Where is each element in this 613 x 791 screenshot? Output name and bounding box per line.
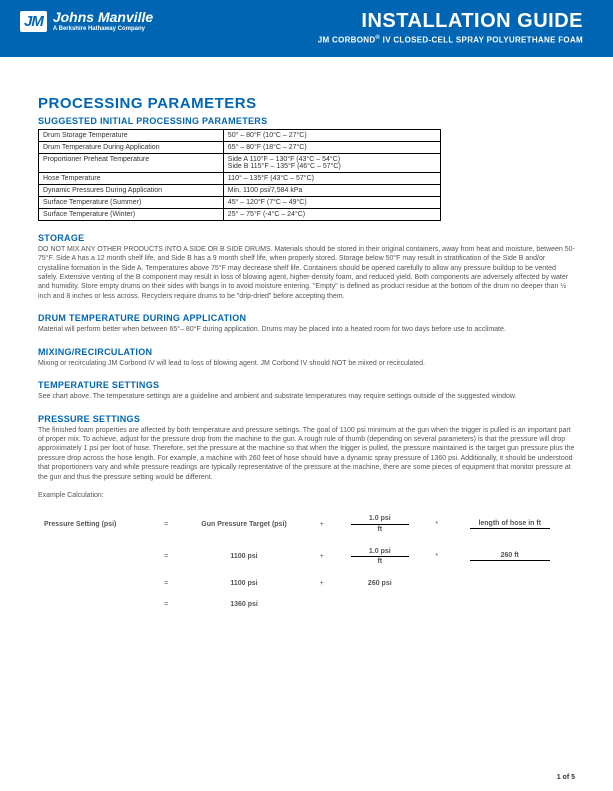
frac-bot: ft <box>351 557 409 566</box>
calc-table: Pressure Setting (psi) = Gun Pressure Ta… <box>38 507 575 616</box>
table-row: Dynamic Pressures During ApplicationMin.… <box>39 184 441 196</box>
param-label: Proportioner Preheat Temperature <box>39 153 224 172</box>
content: PROCESSING PARAMETERS SUGGESTED INITIAL … <box>0 57 613 616</box>
param-value: 50° – 80°F (10°C – 27°C) <box>223 129 440 141</box>
storage-body: DO NOT MIX ANY OTHER PRODUCTS INTO A SID… <box>38 245 575 302</box>
eq-sign: = <box>157 509 174 539</box>
pressure-body: The finished foam properties are affecte… <box>38 426 575 483</box>
company-name: Johns Manville <box>53 10 153 24</box>
lhs-label: Pressure Setting (psi) <box>40 509 155 539</box>
table-row: Hose Temperature110° – 135°F (43°C – 57°… <box>39 172 441 184</box>
table-heading: SUGGESTED INITIAL PROCESSING PARAMETERS <box>38 116 575 126</box>
frac-top: 1.0 psi <box>351 515 409 525</box>
main-heading: PROCESSING PARAMETERS <box>38 95 575 112</box>
param-label: Hose Temperature <box>39 172 224 184</box>
frac-bot: ft <box>351 525 409 534</box>
product-prefix: JM CORBOND <box>318 36 376 45</box>
eq-sign: = <box>157 542 174 572</box>
table-row: Surface Temperature (Winter)25° – 75°F (… <box>39 208 441 220</box>
example-label: Example Calculation: <box>38 492 575 499</box>
param-label: Drum Storage Temperature <box>39 129 224 141</box>
param-value: Min. 1100 psi/7,584 kPa <box>223 184 440 196</box>
calc-row-values: = 1100 psi + 1.0 psi ft * 260 ft <box>40 542 573 572</box>
gun-label: Gun Pressure Target (psi) <box>177 509 311 539</box>
table-row: Drum Storage Temperature50° – 80°F (10°C… <box>39 129 441 141</box>
fraction: 1.0 psi ft <box>333 542 428 572</box>
eq-sign: = <box>157 595 174 614</box>
plus-sign: + <box>313 509 330 539</box>
eq-sign: = <box>157 574 174 593</box>
gun-value: 1100 psi <box>177 542 311 572</box>
table-row: Surface Temperature (Summer)45° – 120°F … <box>39 196 441 208</box>
param-label: Surface Temperature (Summer) <box>39 196 224 208</box>
product-suffix: IV CLOSED-CELL SPRAY POLYURETHANE FOAM <box>380 36 583 45</box>
table-row: Drum Temperature During Application65° –… <box>39 141 441 153</box>
param-label: Dynamic Pressures During Application <box>39 184 224 196</box>
param-value: 65° – 80°F (18°C – 27°C) <box>223 141 440 153</box>
param-value: 45° – 120°F (7°C – 49°C) <box>223 196 440 208</box>
logo-block: JM Johns Manville A Berkshire Hathaway C… <box>20 10 153 32</box>
product-line: JM CORBOND® IV CLOSED-CELL SPRAY POLYURE… <box>318 35 583 45</box>
company-tagline: A Berkshire Hathaway Company <box>53 26 153 32</box>
plus-sign: + <box>313 574 330 593</box>
table-row: Proportioner Preheat TemperatureSide A 1… <box>39 153 441 172</box>
param-value: 110° – 135°F (43°C – 57°C) <box>223 172 440 184</box>
tempset-body: See chart above. The temperature setting… <box>38 392 575 401</box>
times-sign: * <box>429 542 444 572</box>
result-value: 1360 psi <box>177 595 311 614</box>
drumtemp-body: Material will perform better when betwee… <box>38 325 575 334</box>
mixing-body: Mixing or recirculating JM Corbond IV wi… <box>38 359 575 368</box>
frac-top: 1.0 psi <box>351 548 409 558</box>
logo-text: Johns Manville A Berkshire Hathaway Comp… <box>53 10 153 32</box>
hose-label: length of hose in ft <box>447 509 574 539</box>
hose-value: 260 ft <box>447 542 574 572</box>
calc-row-result: = 1360 psi <box>40 595 573 614</box>
guide-title: INSTALLATION GUIDE <box>318 10 583 33</box>
tempset-heading: TEMPERATURE SETTINGS <box>38 380 575 390</box>
page-footer: 1 of 5 <box>557 774 575 781</box>
params-table: Drum Storage Temperature50° – 80°F (10°C… <box>38 129 441 221</box>
param-label: Drum Temperature During Application <box>39 141 224 153</box>
storage-heading: STORAGE <box>38 233 575 243</box>
pressure-heading: PRESSURE SETTINGS <box>38 414 575 424</box>
gun-value: 1100 psi <box>177 574 311 593</box>
param-label: Surface Temperature (Winter) <box>39 208 224 220</box>
page-header: JM Johns Manville A Berkshire Hathaway C… <box>0 0 613 57</box>
param-value: 25° – 75°F (-4°C – 24°C) <box>223 208 440 220</box>
calc-row-sum: = 1100 psi + 260 psi <box>40 574 573 593</box>
drop-value: 260 psi <box>333 574 428 593</box>
param-value: Side A 110°F – 130°F (43°C – 54°C) Side … <box>223 153 440 172</box>
drumtemp-heading: DRUM TEMPERATURE DURING APPLICATION <box>38 313 575 323</box>
logo-icon: JM <box>20 11 47 32</box>
calc-row-formula: Pressure Setting (psi) = Gun Pressure Ta… <box>40 509 573 539</box>
header-right: INSTALLATION GUIDE JM CORBOND® IV CLOSED… <box>318 10 583 45</box>
mixing-heading: MIXING/RECIRCULATION <box>38 347 575 357</box>
plus-sign: + <box>313 542 330 572</box>
fraction: 1.0 psi ft <box>333 509 428 539</box>
times-sign: * <box>429 509 444 539</box>
